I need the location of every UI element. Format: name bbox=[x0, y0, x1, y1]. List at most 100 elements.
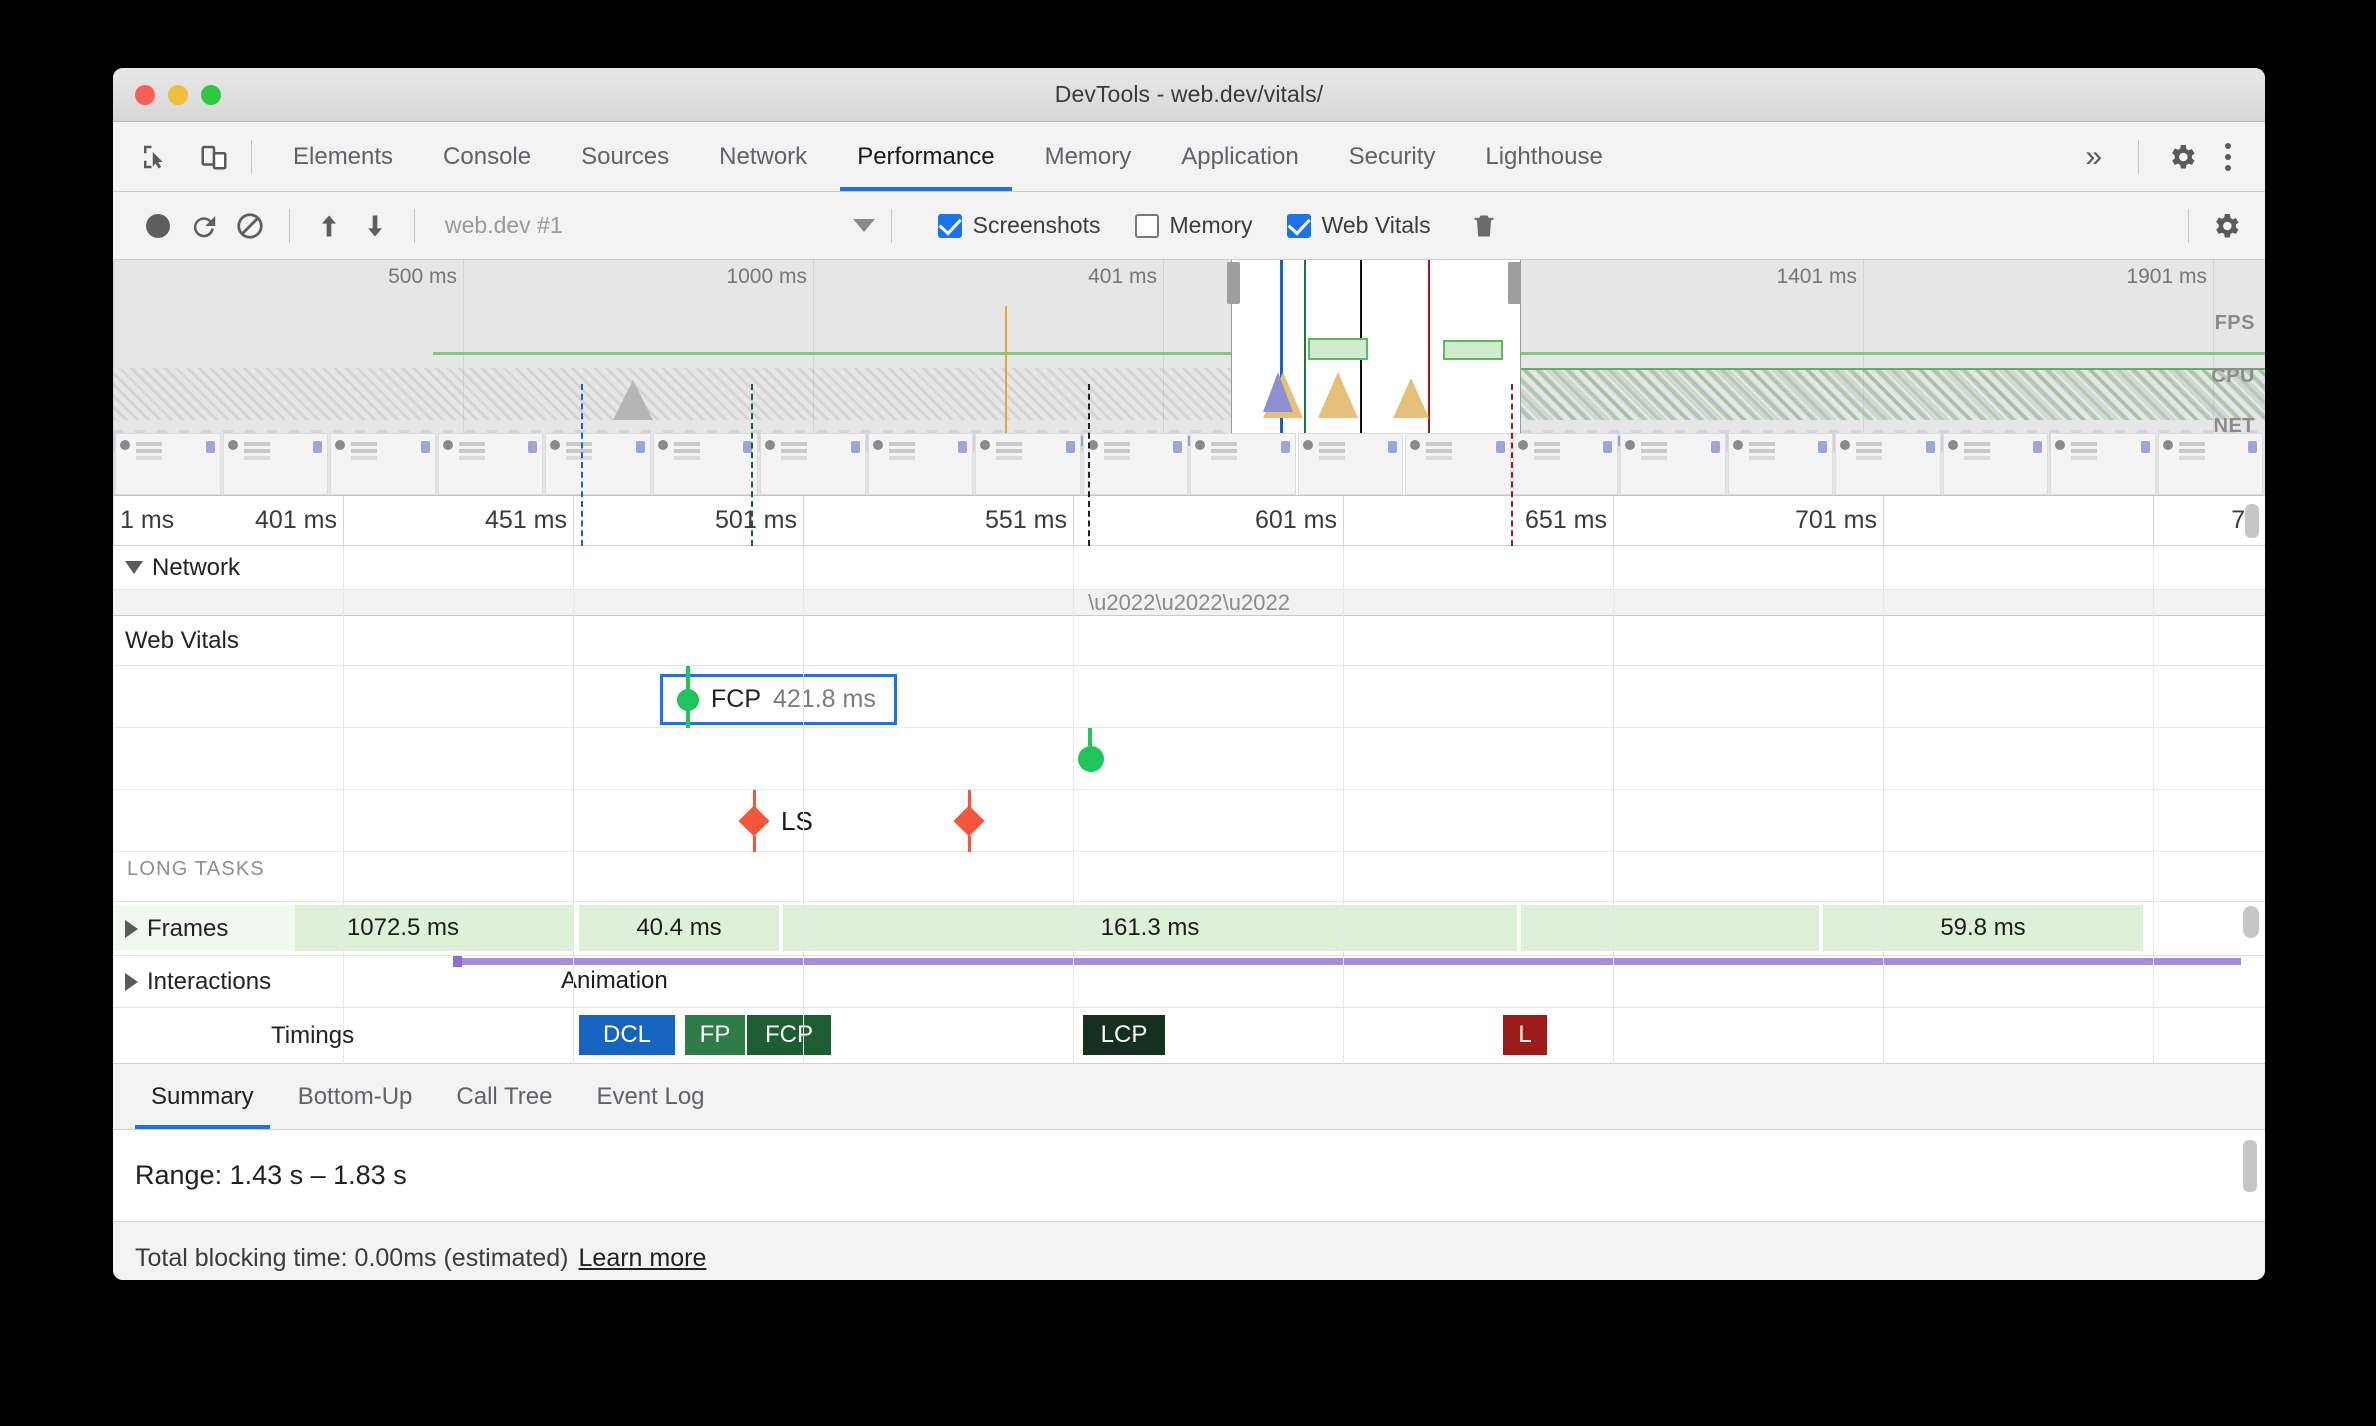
checkbox-web-vitals-box[interactable] bbox=[1286, 213, 1311, 238]
overview-load-line bbox=[1428, 260, 1430, 495]
timeline-ruler[interactable]: 1 ms 401 ms 451 ms 501 ms 551 ms 601 ms … bbox=[113, 496, 2265, 546]
trash-icon[interactable] bbox=[1461, 203, 1507, 249]
maximize-window-button[interactable] bbox=[201, 84, 221, 105]
upload-arrow-icon[interactable] bbox=[306, 203, 352, 249]
track-long-tasks[interactable]: LONG TASKS bbox=[113, 852, 2265, 902]
filmstrip-frame[interactable] bbox=[975, 433, 1081, 495]
minimize-window-button[interactable] bbox=[168, 84, 188, 105]
checkbox-screenshots[interactable]: Screenshots bbox=[937, 212, 1101, 239]
filmstrip-frame[interactable] bbox=[330, 433, 436, 495]
close-window-button[interactable] bbox=[135, 84, 155, 105]
filmstrip-frame[interactable] bbox=[1727, 433, 1833, 495]
checkbox-web-vitals[interactable]: Web Vitals bbox=[1286, 212, 1431, 239]
chevron-right-icon[interactable] bbox=[125, 919, 138, 938]
tab-memory[interactable]: Memory bbox=[1020, 122, 1157, 191]
track-network[interactable]: Network bbox=[113, 546, 2265, 590]
chevron-down-icon[interactable] bbox=[852, 219, 875, 232]
tab-elements[interactable]: Elements bbox=[268, 122, 418, 191]
web-vitals-lane-fcp[interactable]: FCP 421.8 ms bbox=[113, 666, 2265, 728]
filmstrip[interactable] bbox=[113, 433, 2265, 495]
track-network-label-group[interactable]: Network bbox=[125, 546, 240, 589]
tab-bottom-up[interactable]: Bottom-Up bbox=[276, 1064, 435, 1129]
timeline-scrollbar-thumb[interactable] bbox=[2245, 504, 2259, 538]
tab-event-log[interactable]: Event Log bbox=[574, 1064, 726, 1129]
kebab-menu-icon[interactable] bbox=[2209, 142, 2247, 171]
inspect-cursor-icon[interactable] bbox=[133, 136, 175, 178]
filmstrip-frame[interactable] bbox=[1190, 433, 1296, 495]
overview-selection-left-handle[interactable] bbox=[1227, 262, 1240, 304]
filmstrip-frame[interactable] bbox=[1512, 433, 1618, 495]
layout-shift-diamond-icon[interactable] bbox=[953, 805, 985, 837]
chevron-right-icon[interactable] bbox=[125, 972, 138, 991]
filmstrip-frame[interactable] bbox=[2157, 433, 2263, 495]
filmstrip-frame[interactable] bbox=[115, 433, 221, 495]
checkbox-memory-box[interactable] bbox=[1134, 213, 1159, 238]
filmstrip-frame[interactable] bbox=[545, 433, 651, 495]
lcp-status-dot-icon[interactable] bbox=[1078, 746, 1104, 772]
tab-call-tree[interactable]: Call Tree bbox=[434, 1064, 574, 1129]
timing-chip-fcp[interactable]: FCP bbox=[747, 1015, 831, 1055]
filmstrip-frame[interactable] bbox=[1297, 433, 1403, 495]
track-timings[interactable]: Timings DCL FP FCP LCP L bbox=[113, 1008, 2265, 1064]
track-frames[interactable]: 1072.5 ms Frames 40.4 ms 161.3 ms 59.8 m… bbox=[113, 902, 2265, 956]
frame-bar[interactable] bbox=[1521, 905, 1821, 951]
frame-bar[interactable]: 40.4 ms bbox=[579, 905, 781, 951]
timing-chip-fp[interactable]: FP bbox=[685, 1015, 745, 1055]
track-resizer[interactable]: \u2022\u2022\u2022 bbox=[113, 590, 2265, 616]
interaction-bar[interactable] bbox=[453, 958, 2241, 965]
window-traffic-lights[interactable] bbox=[135, 84, 221, 105]
timing-chip-lcp[interactable]: LCP bbox=[1083, 1015, 1165, 1055]
filmstrip-frame[interactable] bbox=[222, 433, 328, 495]
filmstrip-frame[interactable] bbox=[1942, 433, 2048, 495]
web-vitals-lane-layout-shift[interactable]: LS bbox=[113, 790, 2265, 852]
tab-console[interactable]: Console bbox=[418, 122, 556, 191]
track-frames-label-group[interactable]: Frames bbox=[125, 902, 228, 955]
tab-summary[interactable]: Summary bbox=[129, 1064, 276, 1129]
filmstrip-frame[interactable] bbox=[760, 433, 866, 495]
reload-record-icon[interactable] bbox=[181, 203, 227, 249]
tab-network[interactable]: Network bbox=[694, 122, 832, 191]
tab-lighthouse[interactable]: Lighthouse bbox=[1460, 122, 1627, 191]
tab-sources[interactable]: Sources bbox=[556, 122, 694, 191]
device-toolbar-icon[interactable] bbox=[193, 136, 235, 178]
filmstrip-frame[interactable] bbox=[1620, 433, 1726, 495]
track-interactions[interactable]: Interactions Animation bbox=[113, 956, 2265, 1008]
filmstrip-frame[interactable] bbox=[1405, 433, 1511, 495]
filmstrip-frame[interactable] bbox=[2050, 433, 2156, 495]
filmstrip-frame[interactable] bbox=[867, 433, 973, 495]
toolbar-divider-2 bbox=[414, 208, 415, 243]
download-arrow-icon[interactable] bbox=[352, 203, 398, 249]
tracks-scrollbar-thumb[interactable] bbox=[2243, 906, 2259, 938]
summary-scrollbar-thumb[interactable] bbox=[2243, 1140, 2257, 1192]
clear-no-entry-icon[interactable] bbox=[227, 203, 273, 249]
layout-shift-diamond-icon[interactable] bbox=[738, 805, 770, 837]
gear-icon[interactable] bbox=[2161, 136, 2203, 178]
track-interactions-label-group[interactable]: Interactions bbox=[125, 956, 271, 1007]
frame-bar[interactable]: 59.8 ms bbox=[1823, 905, 2145, 951]
fcp-marker-badge[interactable]: FCP 421.8 ms bbox=[660, 674, 897, 725]
more-tabs-chevron-icon[interactable]: » bbox=[2085, 139, 2102, 173]
tab-security[interactable]: Security bbox=[1324, 122, 1461, 191]
record-circle-icon[interactable] bbox=[135, 203, 181, 249]
timeline-overview[interactable]: 500 ms 1000 ms 401 ms 901 ms 1401 ms 190… bbox=[113, 260, 2265, 496]
learn-more-link[interactable]: Learn more bbox=[578, 1243, 707, 1272]
tab-application[interactable]: Application bbox=[1156, 122, 1323, 191]
capture-settings-gear-icon[interactable] bbox=[2205, 205, 2247, 247]
chevron-down-icon[interactable] bbox=[125, 561, 143, 574]
filmstrip-frame[interactable] bbox=[1835, 433, 1941, 495]
tab-performance[interactable]: Performance bbox=[832, 122, 1019, 191]
checkbox-screenshots-box[interactable] bbox=[937, 213, 962, 238]
timing-chip-dcl[interactable]: DCL bbox=[579, 1015, 675, 1055]
filmstrip-frame[interactable] bbox=[1082, 433, 1188, 495]
overview-selection-right-handle[interactable] bbox=[1508, 262, 1521, 304]
track-web-vitals-header[interactable]: Web Vitals bbox=[113, 616, 2265, 666]
frame-bar[interactable]: 161.3 ms bbox=[783, 905, 1519, 951]
window-title: DevTools - web.dev/vitals/ bbox=[1054, 81, 1324, 107]
timing-chip-load[interactable]: L bbox=[1503, 1015, 1547, 1055]
recording-name-label[interactable]: web.dev #1 bbox=[445, 212, 563, 238]
frame-duration: 59.8 ms bbox=[1940, 914, 2026, 941]
web-vitals-lane-lcp-dot[interactable] bbox=[113, 728, 2265, 790]
filmstrip-frame[interactable] bbox=[652, 433, 758, 495]
filmstrip-frame[interactable] bbox=[437, 433, 543, 495]
checkbox-memory[interactable]: Memory bbox=[1134, 212, 1253, 239]
